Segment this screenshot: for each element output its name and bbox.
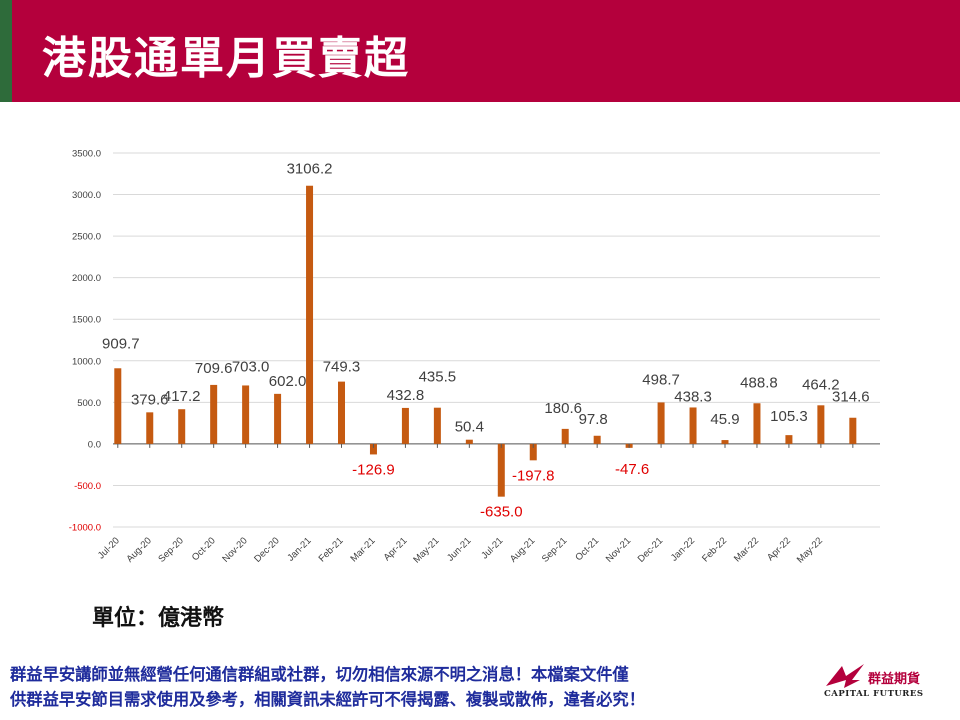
x-tick-label: Jun-21: [445, 535, 473, 563]
data-label: -126.9: [352, 461, 395, 478]
y-tick-label: 1000.0: [72, 356, 101, 367]
data-label: 314.6: [832, 389, 870, 406]
x-tick-label: Oct-20: [190, 535, 218, 563]
unit-label: 單位：億港幣: [92, 606, 225, 631]
data-label: 498.7: [642, 371, 680, 388]
bar: [497, 443, 505, 497]
data-label: 488.8: [740, 374, 778, 391]
bar: [593, 435, 601, 444]
data-label: 45.9: [710, 411, 739, 428]
bar: [817, 405, 825, 444]
x-tick-label: Mar-21: [349, 535, 378, 564]
y-tick-label: 2000.0: [72, 273, 101, 284]
x-tick-label: Sep-20: [156, 535, 185, 564]
x-tick-label: May-21: [411, 535, 441, 565]
logo-english-name: CAPITAL FUTURES: [824, 689, 924, 699]
data-label: 379.6: [131, 391, 169, 408]
data-label: 602.0: [269, 373, 307, 390]
bar: [306, 185, 314, 444]
y-tick-label: 3500.0: [72, 149, 101, 160]
x-tick-label: Feb-21: [317, 535, 346, 564]
x-tick-label: Nov-20: [220, 535, 249, 564]
disclaimer-line-2: 供群益早安節目需求使用及參考，相關資訊未經許可不得揭露、複製或散佈，違者必究！: [10, 690, 645, 709]
bar: [849, 417, 857, 444]
bar-chart: 3500.0 3000.0 2500.0 2000.0 1500.0 1000.0 500.…: [69, 149, 880, 566]
y-tick-label: 3000.0: [72, 190, 101, 201]
bar: [753, 403, 761, 444]
page-title: 港股通單月買賣超: [42, 33, 410, 84]
data-label: -47.6: [615, 461, 649, 478]
x-tick-label: Apr-21: [382, 535, 410, 563]
eagle-logo-icon: [826, 664, 864, 688]
x-tick-label: Jan-21: [285, 535, 313, 563]
logo-chinese-name: 群益期貨: [868, 672, 921, 687]
bar: [178, 409, 186, 444]
y-tick-label: 2500.0: [72, 232, 101, 243]
y-tick-label: -500.0: [74, 481, 101, 492]
bar: [274, 393, 282, 444]
title-banner: 港股通單月買賣超: [0, 0, 960, 102]
data-label: 438.3: [674, 388, 712, 405]
data-label: 909.7: [102, 335, 140, 352]
capital-futures-logo: 群益期貨 CAPITAL FUTURES: [822, 662, 952, 706]
data-label: 432.8: [387, 387, 425, 404]
bar: [114, 368, 122, 444]
banner-accent-stripe: [0, 0, 12, 102]
y-tick-label: 500.0: [77, 398, 101, 409]
data-label: 3106.2: [287, 161, 333, 178]
x-tick-label: Jul-20: [96, 535, 122, 561]
bar: [529, 443, 537, 461]
bar: [242, 385, 250, 444]
data-label: 417.2: [163, 388, 201, 405]
data-label: 709.6: [195, 360, 233, 377]
data-label: -635.0: [480, 504, 523, 521]
bar: [433, 407, 441, 444]
x-tick-label: Apr-22: [765, 535, 793, 563]
y-tick-label: 1500.0: [72, 315, 101, 326]
x-tick-label: Sep-21: [540, 535, 569, 564]
x-tick-label: Nov-21: [604, 535, 633, 564]
x-tick-label: May-22: [795, 535, 825, 565]
bar: [465, 439, 473, 444]
x-tick-label: Dec-20: [252, 535, 281, 564]
bar: [689, 407, 697, 444]
x-tick-label: Aug-21: [508, 535, 537, 564]
data-label: 464.2: [802, 376, 840, 393]
x-tick-label: Mar-22: [732, 535, 761, 564]
data-label: 435.5: [419, 369, 457, 386]
x-tick-label: Jan-22: [669, 535, 697, 563]
data-label: 105.3: [770, 408, 808, 425]
x-tick-label: Dec-21: [636, 535, 665, 564]
data-label: 50.4: [455, 419, 484, 436]
bar: [721, 440, 729, 444]
bar: [210, 384, 218, 444]
bar: [785, 435, 793, 444]
disclaimer-text: 群益早安講師並無經營任何通信群組或社群，切勿相信來源不明之消息！本檔案文件僅 供…: [10, 662, 820, 712]
data-label: 703.0: [232, 358, 270, 375]
y-tick-label: 0.0: [88, 439, 101, 450]
bar: [369, 443, 377, 455]
bar: [561, 428, 569, 444]
data-label: 97.8: [579, 411, 608, 428]
bar: [338, 381, 346, 444]
x-tick-label: Oct-21: [573, 535, 601, 563]
y-tick-label: -1000.0: [69, 523, 101, 534]
data-label: -197.8: [512, 467, 555, 484]
data-label: 180.6: [544, 400, 582, 417]
x-tick-label: Jul-21: [479, 535, 505, 561]
x-tick-label: Feb-22: [700, 535, 729, 564]
x-tick-label: Aug-20: [124, 535, 153, 564]
bar: [146, 412, 154, 444]
disclaimer-line-1: 群益早安講師並無經營任何通信群組或社群，切勿相信來源不明之消息！本檔案文件僅: [10, 665, 629, 684]
bar: [401, 407, 409, 444]
bar: [657, 402, 665, 444]
data-label: 749.3: [323, 359, 361, 376]
